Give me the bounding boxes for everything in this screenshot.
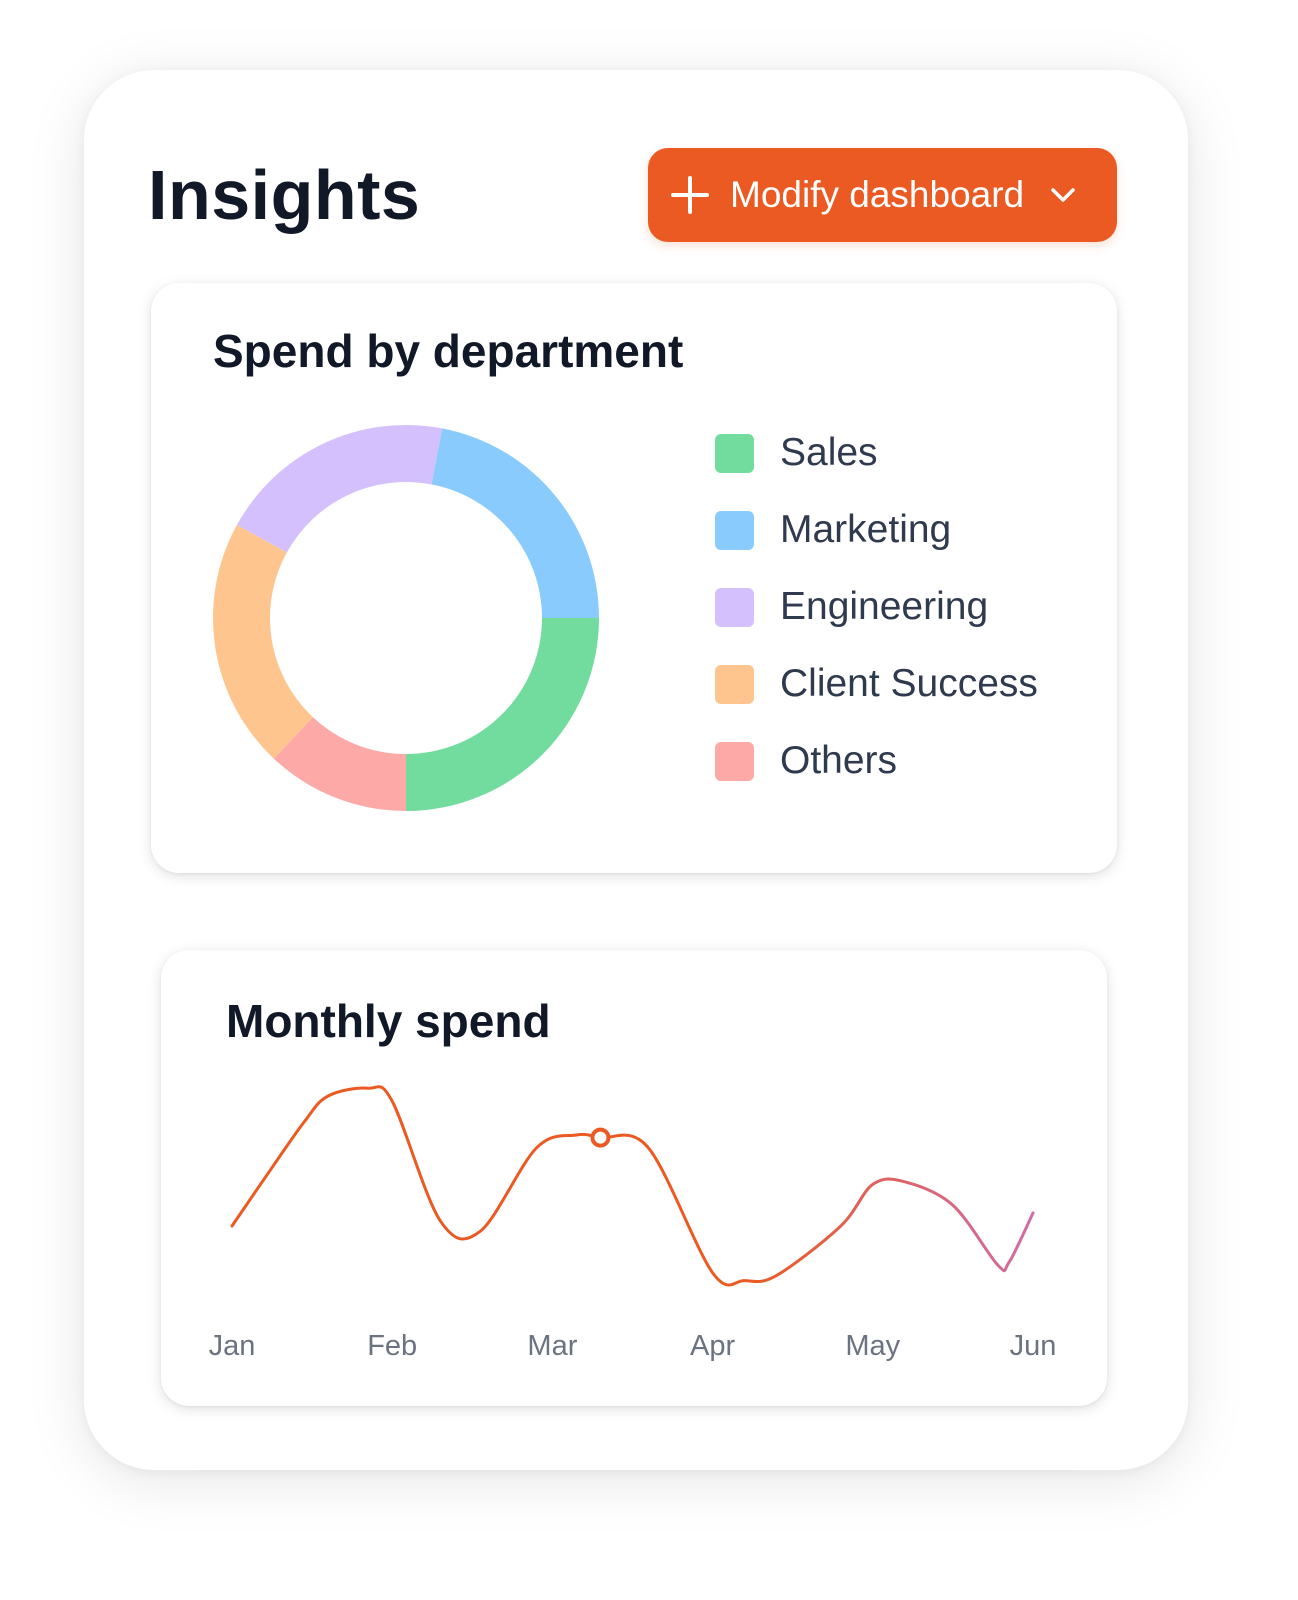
x-tick-label-feb: Feb [367, 1330, 417, 1362]
modify-dashboard-label: Modify dashboard [730, 174, 1025, 215]
legend-swatch-marketing [715, 510, 754, 550]
monthly-spend-card: Monthly spend Jan Feb Mar Apr May Jun [161, 950, 1107, 1406]
donut-slice-others [273, 717, 406, 811]
legend-label-engineering: Engineering [780, 585, 989, 628]
legend-label-marketing: Marketing [780, 508, 952, 551]
legend-item-client-success: Client Success [715, 654, 1038, 714]
spend-by-department-card: Spend by department Sales Marketing Engi… [151, 283, 1117, 873]
page-title: Insights [148, 156, 421, 234]
donut-slice-client-success [213, 525, 313, 759]
legend-label-others: Others [780, 739, 898, 782]
donut-slice-sales [406, 618, 599, 811]
plus-icon [671, 176, 709, 214]
legend-item-engineering: Engineering [715, 577, 988, 637]
x-tick-label-may: May [845, 1330, 900, 1362]
x-tick-label-mar: Mar [527, 1330, 577, 1362]
monthly-spend-title: Monthly spend [226, 995, 551, 1047]
x-tick-label-jan: Jan [209, 1330, 256, 1362]
monthly-spend-series-line [230, 1085, 1035, 1287]
legend-label-sales: Sales [780, 431, 878, 474]
spend-by-department-title: Spend by department [213, 325, 684, 377]
legend-label-client-success: Client Success [780, 662, 1038, 705]
legend-swatch-client-success [715, 664, 754, 704]
donut-slice-marketing [431, 428, 599, 618]
highlighted-data-point[interactable] [590, 1127, 611, 1148]
legend-item-marketing: Marketing [715, 500, 951, 560]
legend-swatch-sales [715, 433, 754, 473]
x-tick-label-jun: Jun [1010, 1330, 1057, 1362]
monthly-spend-line-chart: Jan Feb Mar Apr May Jun [209, 1085, 1057, 1362]
modify-dashboard-button[interactable]: Modify dashboard [648, 148, 1117, 242]
legend-swatch-engineering [715, 587, 754, 627]
legend-swatch-others [715, 741, 754, 781]
x-tick-label-apr: Apr [690, 1330, 735, 1362]
department-donut-chart [213, 425, 599, 811]
chevron-down-icon[interactable] [1048, 180, 1078, 210]
donut-slice-engineering [236, 425, 443, 553]
legend-item-sales: Sales [715, 423, 878, 483]
legend-item-others: Others [715, 731, 897, 791]
